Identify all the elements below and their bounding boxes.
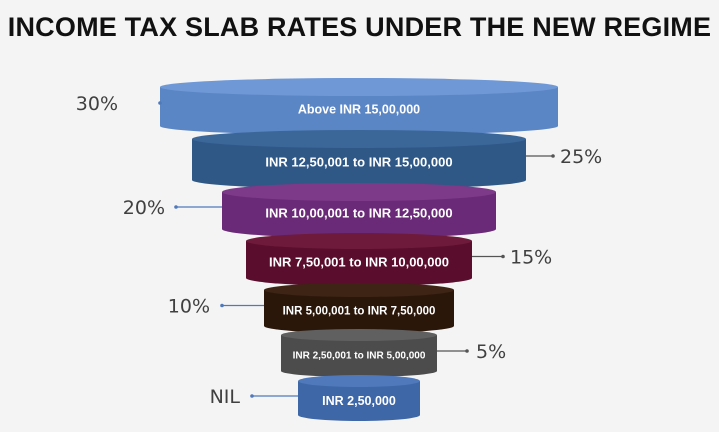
funnel-tier-7: INR 2,50,000 NIL (210, 375, 420, 421)
funnel-tier-4: INR 7,50,001 to INR 10,00,000 15% (246, 233, 552, 286)
diagram-title: INCOME TAX SLAB RATES UNDER THE NEW REGI… (7, 12, 712, 42)
tier-top (222, 183, 496, 201)
leader-dot (250, 394, 254, 398)
tax-rate-label: 25% (560, 146, 602, 168)
tax-rate-label: 10% (168, 296, 210, 318)
leader-dot (465, 349, 469, 353)
funnel-tier-3: INR 10,00,001 to INR 12,50,000 20% (123, 183, 496, 238)
tier-top (160, 78, 558, 96)
tier-top (246, 233, 472, 249)
tier-body (264, 290, 454, 333)
slab-range-label: INR 10,00,001 to INR 12,50,000 (265, 206, 452, 221)
tier-body (281, 335, 437, 377)
tier-body (160, 87, 558, 135)
funnel-tier-2: INR 12,50,001 to INR 15,00,000 25% (192, 130, 602, 189)
tax-rate-label: 30% (76, 93, 118, 115)
tier-body (222, 192, 496, 238)
slab-range-label: INR 2,50,001 to INR 5,00,000 (293, 351, 426, 362)
tier-body (246, 241, 472, 286)
leader-dot (220, 303, 224, 308)
tier-top (192, 130, 526, 148)
tax-rate-label: 15% (510, 247, 552, 269)
leader-dot (501, 254, 505, 259)
tier-body (192, 139, 526, 189)
tax-rate-label: 20% (123, 197, 165, 219)
leader-dot (551, 154, 555, 158)
funnel-tier-6: INR 2,50,001 to INR 5,00,000 5% (281, 329, 506, 377)
tier-body (298, 381, 420, 421)
slab-range-label: Above INR 15,00,000 (298, 102, 420, 116)
tax-rate-label: 5% (476, 341, 506, 363)
slab-range-label: INR 7,50,001 to INR 10,00,000 (269, 255, 449, 270)
leader-dot (174, 205, 178, 209)
funnel-tier-5: INR 5,00,001 to INR 7,50,000 10% (168, 283, 454, 333)
tier-top (298, 375, 420, 387)
tier-top (264, 283, 454, 297)
slab-range-label: INR 2,50,000 (322, 394, 396, 408)
slab-range-label: INR 12,50,001 to INR 15,00,000 (265, 155, 452, 170)
tier-top (281, 329, 437, 341)
funnel-tier-1: Above INR 15,00,000 30% (76, 78, 558, 135)
leader-dot (158, 101, 162, 105)
tax-rate-label: NIL (210, 386, 241, 408)
slab-range-label: INR 5,00,001 to INR 7,50,000 (283, 305, 436, 317)
